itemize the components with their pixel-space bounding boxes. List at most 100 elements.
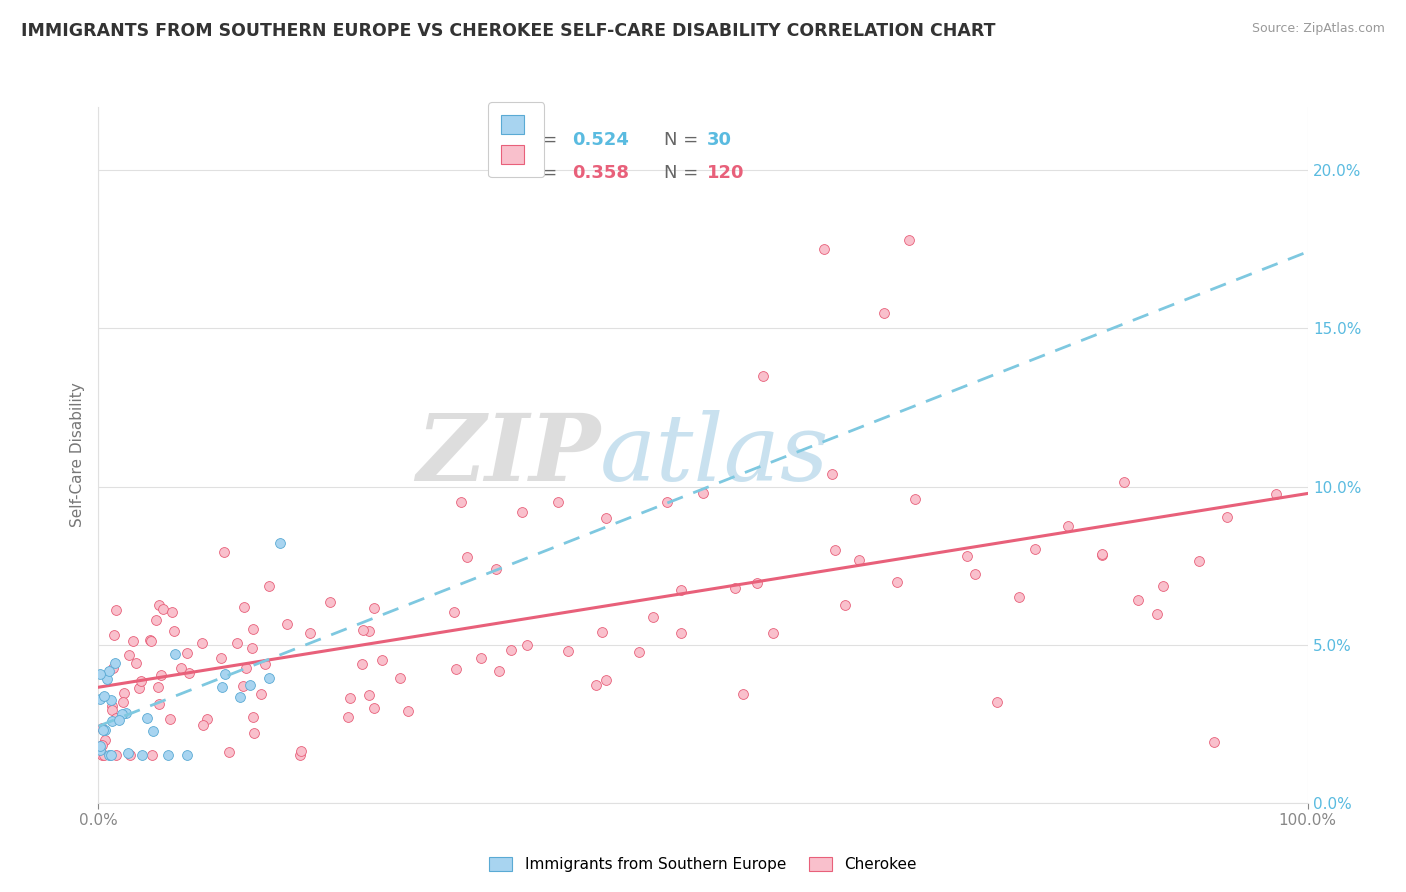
Point: [239, 678, 262, 692]
Point: [240, 640, 263, 655]
Point: [363, 600, 385, 615]
Point: [142, 723, 165, 738]
Point: [298, 625, 321, 640]
Point: [115, 706, 138, 721]
Point: [641, 609, 664, 624]
Point: [97, 748, 120, 763]
Point: [671, 625, 693, 640]
Point: [669, 582, 692, 597]
Point: [112, 686, 135, 700]
Point: [1091, 548, 1114, 562]
Point: [105, 710, 128, 724]
Point: [655, 495, 678, 509]
Legend: , : ,: [488, 103, 544, 178]
Point: [470, 650, 492, 665]
Point: [731, 687, 754, 701]
Point: [141, 634, 163, 648]
Point: [1152, 579, 1174, 593]
Point: [723, 581, 745, 595]
Point: [163, 647, 186, 661]
Point: [156, 748, 179, 763]
Point: [363, 701, 385, 715]
Point: [94, 732, 117, 747]
Point: [118, 648, 141, 663]
Point: [125, 657, 148, 671]
Point: [595, 511, 617, 525]
Point: [229, 690, 252, 705]
Point: [91, 738, 114, 752]
Point: [1126, 592, 1149, 607]
Point: [100, 698, 122, 713]
Point: [93, 723, 115, 738]
Point: [443, 605, 465, 619]
Text: 30: 30: [707, 131, 731, 149]
Text: IMMIGRANTS FROM SOUTHERN EUROPE VS CHEROKEE SELF-CARE DISABILITY CORRELATION CHA: IMMIGRANTS FROM SOUTHERN EUROPE VS CHERO…: [21, 22, 995, 40]
Point: [177, 666, 200, 681]
Point: [1146, 607, 1168, 622]
Point: [897, 233, 920, 247]
Point: [253, 657, 276, 672]
Point: [136, 711, 159, 725]
Point: [91, 721, 114, 735]
Point: [96, 672, 118, 686]
Point: [103, 627, 125, 641]
Point: [176, 646, 198, 660]
Point: [195, 712, 218, 726]
Point: [628, 645, 651, 659]
Text: 0.358: 0.358: [572, 164, 630, 182]
Point: [149, 668, 172, 682]
Point: [104, 656, 127, 670]
Point: [257, 671, 280, 685]
Point: [233, 600, 256, 615]
Point: [243, 726, 266, 740]
Point: [235, 661, 257, 675]
Point: [104, 748, 127, 763]
Point: [191, 636, 214, 650]
Text: 120: 120: [707, 164, 744, 182]
Point: [510, 505, 533, 519]
Text: atlas: atlas: [600, 410, 830, 500]
Point: [89, 743, 111, 757]
Point: [145, 613, 167, 627]
Point: [148, 598, 170, 612]
Point: [1024, 542, 1046, 557]
Point: [886, 574, 908, 589]
Legend: Immigrants from Southern Europe, Cherokee: Immigrants from Southern Europe, Cheroke…: [482, 849, 924, 880]
Point: [211, 681, 233, 695]
Point: [100, 748, 122, 763]
Point: [762, 626, 785, 640]
Point: [89, 739, 111, 753]
Point: [1188, 554, 1211, 568]
Point: [122, 634, 145, 648]
Point: [128, 681, 150, 695]
Point: [91, 723, 114, 737]
Point: [218, 745, 240, 759]
Text: Source: ZipAtlas.com: Source: ZipAtlas.com: [1251, 22, 1385, 36]
Point: [1056, 518, 1078, 533]
Point: [89, 691, 111, 706]
Point: [176, 748, 198, 763]
Point: [93, 748, 115, 763]
Point: [191, 717, 214, 731]
Point: [141, 748, 163, 763]
Point: [101, 661, 124, 675]
Point: [824, 543, 846, 558]
Point: [257, 579, 280, 593]
Point: [319, 595, 342, 609]
Point: [484, 561, 506, 575]
Point: [111, 707, 134, 722]
Point: [100, 693, 122, 707]
Text: N =: N =: [664, 131, 704, 149]
Point: [488, 664, 510, 678]
Point: [339, 691, 361, 706]
Point: [352, 623, 374, 637]
Point: [225, 636, 247, 650]
Point: [146, 681, 169, 695]
Point: [163, 624, 186, 638]
Point: [444, 662, 467, 676]
Point: [105, 603, 128, 617]
Point: [101, 703, 124, 717]
Point: [834, 598, 856, 612]
Point: [118, 748, 141, 763]
Point: [371, 653, 394, 667]
